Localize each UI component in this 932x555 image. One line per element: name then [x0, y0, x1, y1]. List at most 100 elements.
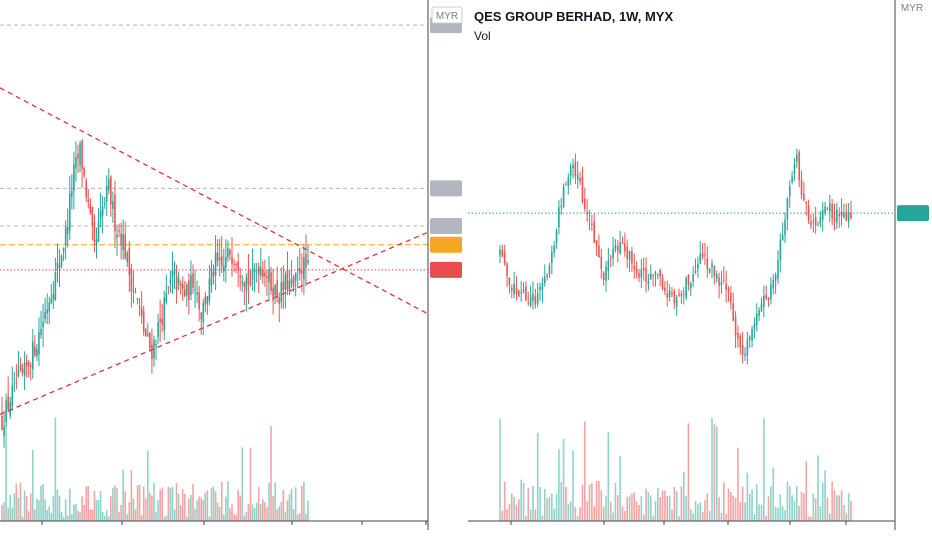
- candle-body: [42, 321, 44, 328]
- volume-bar: [171, 487, 174, 521]
- volume-bar: [40, 485, 42, 521]
- volume-bar: [85, 486, 88, 521]
- volume-bar: [680, 486, 683, 521]
- candle-body: [290, 279, 293, 284]
- candle-body: [280, 282, 283, 303]
- volume-bar: [255, 502, 258, 521]
- candle-body: [685, 277, 687, 298]
- volume-bar: [840, 490, 843, 521]
- volume-bar: [206, 490, 209, 521]
- volume-bar: [520, 479, 523, 521]
- volume-bar: [652, 515, 654, 521]
- candle-body: [609, 257, 612, 259]
- volume-bar: [675, 491, 678, 521]
- volume-bar: [513, 497, 515, 521]
- candle-body: [64, 227, 67, 246]
- candle-body: [746, 339, 749, 356]
- volume-bar: [151, 495, 153, 521]
- volume-bar: [9, 494, 12, 521]
- candle-body: [122, 234, 124, 251]
- volume-bar: [753, 514, 756, 521]
- candle-body: [612, 248, 614, 258]
- volume-bar: [225, 496, 227, 521]
- candle-body: [206, 296, 209, 304]
- left-currency-badge[interactable]: MYR: [431, 6, 463, 24]
- candle-body: [38, 332, 40, 355]
- volume-bar: [793, 500, 796, 521]
- volume-bar: [767, 496, 770, 521]
- volume-bar: [515, 504, 518, 521]
- candle-body: [138, 306, 141, 308]
- volume-bar: [233, 514, 235, 521]
- candle-body: [245, 277, 248, 292]
- candle-body: [194, 289, 196, 291]
- volume-bar: [730, 492, 732, 521]
- volume-bar: [548, 496, 551, 521]
- volume-bar: [198, 496, 200, 521]
- candle-body: [303, 256, 305, 279]
- volume-bar: [845, 513, 848, 521]
- volume-bar: [558, 449, 560, 521]
- candle-body: [56, 262, 59, 269]
- volume-bar: [619, 456, 621, 521]
- volume-bar: [722, 482, 725, 521]
- volume-bar: [257, 487, 260, 521]
- left-time-axis[interactable]: [41, 521, 427, 525]
- volume-bar: [843, 504, 845, 521]
- volume-bar: [44, 499, 46, 521]
- candle-body: [567, 177, 570, 186]
- volume-bar: [501, 510, 504, 521]
- volume-bar: [609, 501, 612, 521]
- volume-bar: [529, 509, 532, 521]
- volume-bar: [666, 496, 669, 521]
- volume-bar: [68, 488, 71, 521]
- candle-body: [828, 202, 831, 212]
- volume-bar: [673, 487, 676, 521]
- candle-body: [572, 164, 574, 169]
- volume-bar: [645, 488, 647, 521]
- volume-bar: [732, 495, 735, 521]
- volume-bar: [227, 481, 229, 521]
- volume-bar: [682, 471, 685, 521]
- candle-body: [136, 298, 139, 300]
- volume-bar: [690, 508, 692, 521]
- candle-body: [503, 252, 506, 264]
- candle-body: [753, 323, 756, 329]
- candle-body: [690, 283, 692, 289]
- volume-bar: [42, 484, 44, 521]
- left-currency-label: MYR: [436, 11, 458, 22]
- volume-bar: [784, 510, 786, 521]
- candle-body: [814, 217, 817, 226]
- candle-body: [605, 266, 607, 281]
- volume-bar: [179, 505, 182, 521]
- volume-bar: [282, 489, 285, 521]
- candle-body: [307, 259, 309, 263]
- volume-bar: [621, 506, 624, 521]
- candle-body: [805, 201, 808, 204]
- candle-body: [616, 245, 619, 252]
- volume-bar: [803, 493, 805, 521]
- volume-bar: [595, 481, 598, 521]
- candle-body: [50, 298, 53, 304]
- right-currency-label: MYR: [901, 3, 923, 14]
- candle-body: [565, 184, 567, 186]
- candle-body: [647, 281, 650, 285]
- candle-body: [73, 164, 75, 191]
- right-time-axis[interactable]: [510, 521, 847, 525]
- candle-body: [510, 288, 513, 291]
- volume-bar: [229, 508, 231, 521]
- volume-bar: [786, 481, 789, 521]
- candle-body: [91, 206, 94, 225]
- candle-body: [60, 255, 63, 266]
- volume-bar: [301, 485, 303, 521]
- volume-bar: [770, 486, 772, 521]
- candle-body: [518, 290, 520, 297]
- candle-body: [845, 210, 848, 222]
- volume-bar: [105, 510, 108, 521]
- volume-bar: [805, 461, 808, 521]
- volume-bar: [819, 506, 822, 521]
- candle-body: [218, 257, 221, 260]
- candle-body: [243, 282, 246, 287]
- candle-body: [708, 268, 711, 273]
- volume-bar: [235, 514, 237, 521]
